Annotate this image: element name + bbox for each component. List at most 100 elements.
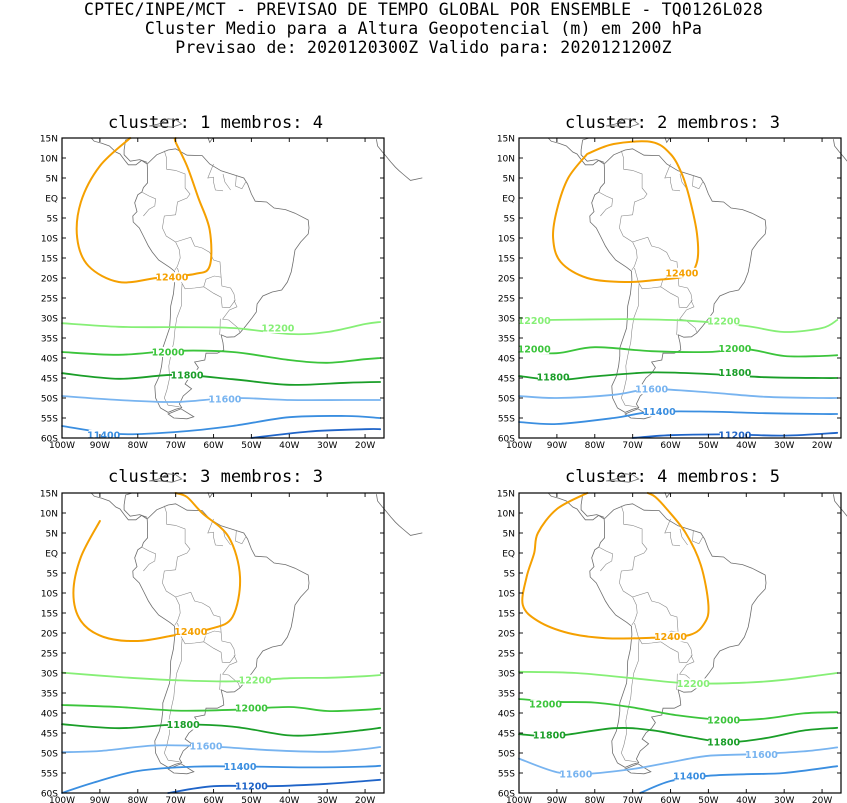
contour-12000: [518, 698, 839, 722]
contour-label-11600: 11600: [745, 749, 778, 761]
lat-tick-label: 25S: [498, 295, 515, 305]
contour-label-12000: 12000: [718, 343, 752, 355]
caribbean-island: [207, 492, 214, 499]
central-america-caribbean-coast: [580, 137, 605, 163]
lon-tick-label: 50W: [698, 441, 718, 451]
lat-tick-label: 45S: [498, 730, 515, 740]
lat-tick-label: 30S: [498, 315, 515, 325]
svg-text:11800: 11800: [167, 720, 200, 731]
contour-label-11800: 11800: [533, 730, 566, 742]
country-border: [676, 673, 678, 690]
lon-tick-label: 60W: [660, 441, 680, 451]
map-frame: [61, 492, 385, 794]
svg-text:12200: 12200: [707, 316, 740, 327]
contour-label-11400: 11400: [87, 429, 121, 441]
svg-text:12000: 12000: [518, 345, 551, 356]
lat-tick-label: 5N: [46, 530, 58, 540]
svg-text:11400: 11400: [643, 407, 676, 418]
lat-tick-label: 20S: [41, 630, 58, 640]
contour-label-11600: 11600: [559, 768, 593, 780]
country-border: [692, 530, 703, 545]
contour-12400: [72, 492, 242, 643]
lon-tick-label: 60W: [203, 796, 223, 803]
africa-coastline: [833, 139, 847, 162]
africa-coastline: [833, 494, 847, 517]
lon-tick-label: 40W: [736, 796, 756, 803]
contour-12200: [61, 671, 382, 683]
svg-text:12200: 12200: [677, 679, 710, 690]
lon-tick-label: 40W: [279, 441, 299, 451]
lon-tick-label: 20W: [355, 441, 375, 451]
lat-tick-label: 15S: [498, 255, 515, 265]
map-panel-1: 12400 12200 12000 11800 11600 11400 15N 10N 5N EQ…: [40, 118, 423, 451]
contour-label-12400: 12400: [665, 267, 699, 279]
contour-label-12000: 12000: [529, 699, 562, 711]
contour-label-11200: 11200: [235, 781, 268, 793]
country-border: [620, 283, 640, 408]
country-border: [599, 547, 613, 572]
central-america-coastline: [547, 137, 605, 166]
caribbean-island: [664, 137, 671, 144]
lon-tick-label: 100W: [506, 796, 532, 803]
svg-text:12400: 12400: [155, 273, 188, 284]
header-title-line3: Previsao de: 2020120300Z Valido para: 20…: [175, 38, 672, 57]
svg-text:11600: 11600: [559, 769, 592, 780]
country-border: [664, 518, 681, 547]
svg-text:12200: 12200: [261, 324, 294, 335]
contour-label-11800: 11800: [537, 372, 570, 384]
svg-text:12200: 12200: [239, 675, 272, 686]
lat-tick-label: 40S: [498, 710, 515, 720]
panel-3-title: cluster: 3 membros: 3: [108, 467, 323, 487]
lat-tick-label: 55S: [498, 770, 515, 780]
contour-11400: [61, 414, 382, 436]
lat-tick-label: EQ: [45, 550, 58, 560]
lon-tick-label: 60W: [660, 796, 680, 803]
contour-11400: [518, 410, 839, 426]
lat-tick-label: 15N: [40, 135, 58, 145]
panel-2-title: cluster: 2 membros: 3: [565, 113, 780, 133]
central-america-coastline: [90, 137, 148, 166]
contour-label-12400: 12400: [654, 631, 687, 643]
central-america-coastline: [90, 492, 148, 521]
lat-tick-label: 35S: [498, 690, 515, 700]
tierra-del-fuego-coastline: [167, 408, 195, 420]
caribbean-island: [207, 137, 214, 144]
south-america-coastline: [132, 148, 310, 413]
geography-layer: [547, 473, 847, 775]
lat-tick-label: 15S: [41, 610, 58, 620]
lon-tick-label: 40W: [736, 441, 756, 451]
svg-text:11800: 11800: [537, 373, 570, 384]
country-border: [692, 175, 703, 190]
lon-tick-label: 30W: [774, 441, 794, 451]
contour-12400: [521, 492, 710, 640]
lat-tick-label: EQ: [502, 195, 515, 205]
lat-tick-label: 15N: [40, 490, 58, 500]
lat-tick-label: 35S: [41, 335, 58, 345]
contour-12000: [61, 349, 382, 364]
lon-tick-label: 30W: [317, 441, 337, 451]
country-border: [235, 175, 246, 190]
lat-tick-label: 5S: [47, 570, 59, 580]
lat-tick-label: EQ: [45, 195, 58, 205]
lat-tick-label: 15N: [497, 135, 515, 145]
svg-text:12000: 12000: [718, 344, 751, 355]
central-america-caribbean-coast: [123, 492, 148, 518]
caribbean-island: [664, 492, 671, 499]
contour-label-11200: 11200: [718, 430, 752, 442]
lat-tick-label: 20S: [498, 630, 515, 640]
country-border: [621, 505, 648, 570]
lat-tick-label: 40S: [41, 355, 58, 365]
caribbean-island: [606, 118, 640, 128]
lat-tick-label: 40S: [498, 355, 515, 365]
svg-text:11200: 11200: [718, 431, 751, 442]
country-border: [660, 277, 693, 308]
contour-label-12000: 12000: [235, 703, 268, 715]
lat-tick-label: 15N: [497, 490, 515, 500]
lon-tick-label: 90W: [547, 796, 567, 803]
lat-tick-label: 50S: [498, 395, 515, 405]
lon-tick-label: 70W: [165, 441, 185, 451]
country-border: [222, 655, 241, 688]
lon-tick-label: 90W: [90, 796, 110, 803]
lat-tick-label: 40S: [41, 710, 58, 720]
contour-label-12200: 12200: [239, 674, 272, 686]
